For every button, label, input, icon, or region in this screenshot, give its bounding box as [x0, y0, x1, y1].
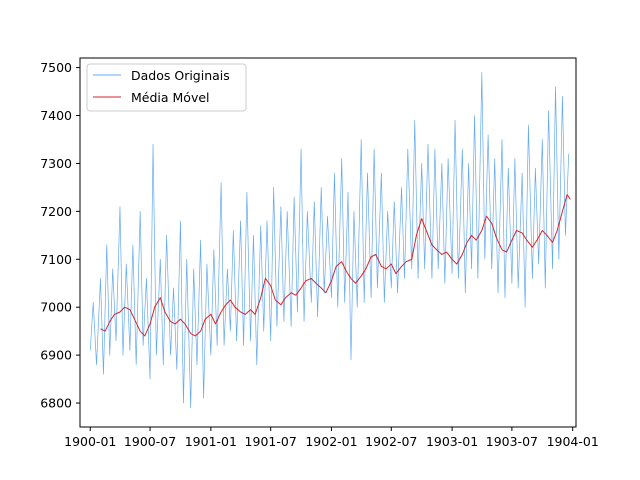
x-tick-label: 1903-07: [486, 434, 538, 449]
axes-frame: [79, 57, 577, 428]
y-tick-label: 7200: [40, 204, 72, 219]
y-tick-label: 7000: [40, 300, 72, 315]
y-tick-label: 6900: [40, 348, 72, 363]
legend: Dados Originais Média Móvel: [86, 63, 247, 112]
series-line-original: [89, 72, 570, 409]
y-axis: 6800 6900 7000 7100 7200 7300 7400 7500: [40, 60, 80, 411]
legend-label-moving-average: Média Móvel: [131, 90, 210, 105]
y-tick-label: 7300: [40, 156, 72, 171]
legend-box: [86, 63, 247, 112]
x-tick-label: 1904-01: [547, 434, 599, 449]
y-tick-label: 7500: [40, 60, 72, 75]
x-axis: 1900-01 1900-07 1901-01 1901-07 1902-01 1902-…: [64, 427, 599, 449]
x-tick-label: 1902-01: [305, 434, 357, 449]
x-tick-label: 1901-01: [185, 434, 237, 449]
y-tick-label: 7400: [40, 108, 72, 123]
y-tick-label: 6800: [40, 396, 72, 411]
x-tick-label: 1900-01: [64, 434, 116, 449]
x-tick-label: 1903-01: [426, 434, 478, 449]
legend-label-original: Dados Originais: [131, 68, 230, 83]
x-tick-label: 1901-07: [245, 434, 297, 449]
y-tick-label: 7100: [40, 252, 72, 267]
plot-series: [89, 72, 571, 409]
x-tick-label: 1900-07: [124, 434, 176, 449]
series-line-moving-average: [100, 194, 571, 337]
x-tick-label: 1902-07: [365, 434, 417, 449]
